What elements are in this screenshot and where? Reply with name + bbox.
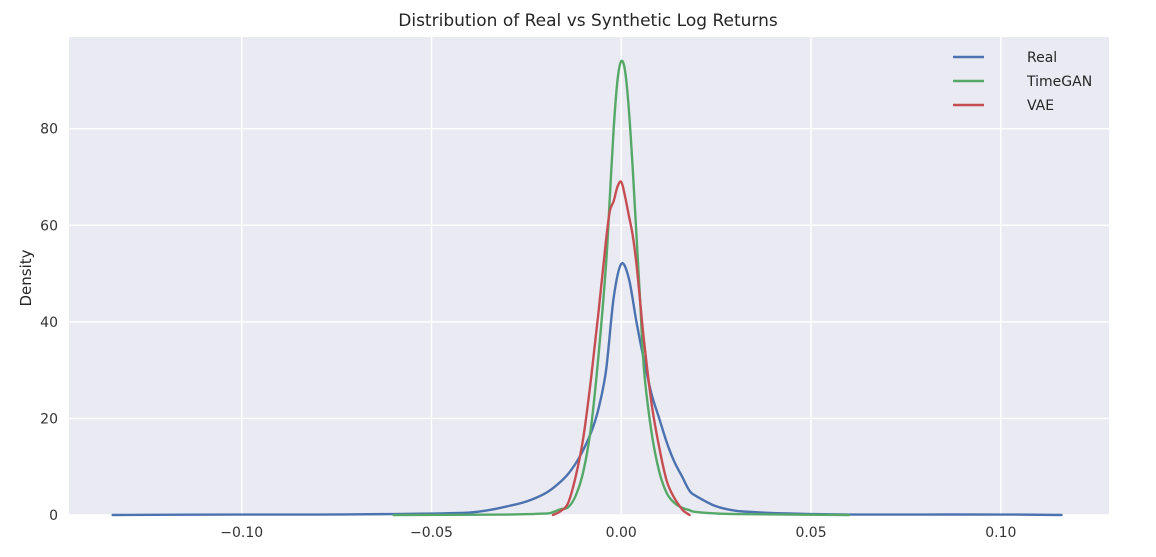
y-axis-label: Density — [17, 249, 35, 306]
y-axis-ticks: 0 20 40 60 80 — [40, 122, 58, 524]
series-line-vae — [551, 180, 691, 517]
x-axis-ticks: −0.10 −0.05 0.00 0.05 0.10 — [220, 525, 1016, 541]
x-tick-label: −0.05 — [410, 525, 453, 541]
x-tick-label: 0.10 — [985, 525, 1016, 541]
x-gridlines — [241, 37, 1002, 515]
series-lines — [111, 59, 1063, 517]
y-tick-label: 60 — [40, 218, 58, 234]
y-tick-label: 80 — [40, 122, 58, 138]
y-tick-label: 20 — [40, 411, 58, 427]
y-tick-label: 0 — [49, 508, 58, 524]
legend: Real TimeGAN VAE — [953, 50, 1092, 114]
series-line-real — [111, 262, 1063, 517]
y-tick-label: 40 — [40, 315, 58, 331]
x-tick-label: 0.05 — [795, 525, 826, 541]
chart-title: Distribution of Real vs Synthetic Log Re… — [398, 11, 778, 31]
legend-label-timegan: TimeGAN — [1026, 74, 1092, 90]
legend-label-vae: VAE — [1027, 98, 1054, 114]
x-tick-label: −0.10 — [220, 525, 263, 541]
legend-label-real: Real — [1027, 50, 1057, 66]
x-tick-label: 0.00 — [606, 525, 637, 541]
series-line-timegan — [392, 59, 851, 517]
